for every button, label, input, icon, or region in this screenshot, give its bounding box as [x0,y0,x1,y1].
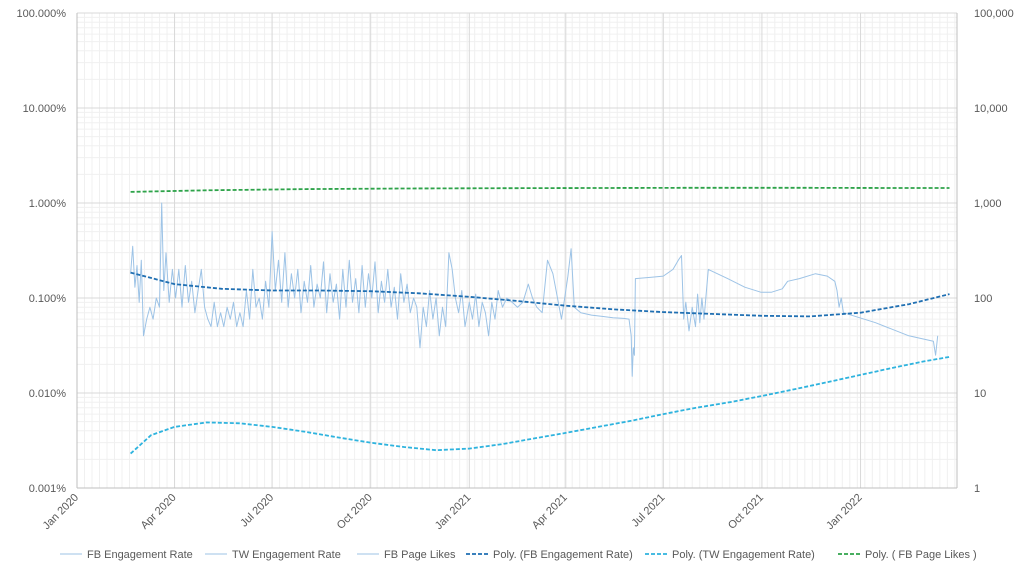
x-tick-label: Jul 2021 [630,492,668,530]
y-right-tick-label: 10,000 [974,103,1008,115]
legend-label-4: Poly. (TW Engagement Rate) [672,549,815,561]
y-left-tick-label: 0.001% [29,483,67,495]
legend-label-1: TW Engagement Rate [232,549,341,561]
legend-label-2: FB Page Likes [384,549,456,561]
series-line-0 [130,202,939,377]
legend: FB Engagement Rate TW Engagement Rate FB P… [60,549,977,561]
y-left-tick-label: 0.100% [29,293,67,305]
y-left-tick-label: 1.000% [29,198,67,210]
x-tick-label: Apr 2020 [139,492,179,532]
legend-label-5: Poly. ( FB Page Likes ) [865,549,977,561]
series-line-5 [130,186,950,193]
x-tick-label: Oct 2020 [335,492,375,532]
x-tick-label: Oct 2021 [726,492,766,532]
series-line-3 [130,271,950,318]
series-line-4 [129,356,950,455]
x-tick-label: Jan 2021 [433,492,473,532]
x-tick-label: Jan 2020 [41,492,81,532]
grid [76,12,957,489]
legend-label-3: Poly. (FB Engagement Rate) [493,549,633,561]
y-right-tick-label: 100 [974,293,992,305]
y-left-tick-label: 0.010% [29,388,67,400]
y-left-tick-label: 100.000% [16,8,66,20]
axes: 0.001% 0.010% 0.100% 1.000% 10.000% 100.000% 1… [16,8,1013,532]
y-right-tick-label: 10 [974,388,986,400]
x-tick-label: Jul 2020 [238,492,276,530]
y-right-tick-label: 1 [974,483,980,495]
y-right-tick-label: 1,000 [974,198,1002,210]
y-right-tick-label: 100,000 [974,8,1014,20]
x-tick-label: Apr 2021 [530,492,570,532]
x-tick-label: Jan 2022 [824,492,864,532]
y-left-tick-label: 10.000% [23,103,67,115]
legend-label-0: FB Engagement Rate [87,549,193,561]
series-layer [129,186,950,455]
